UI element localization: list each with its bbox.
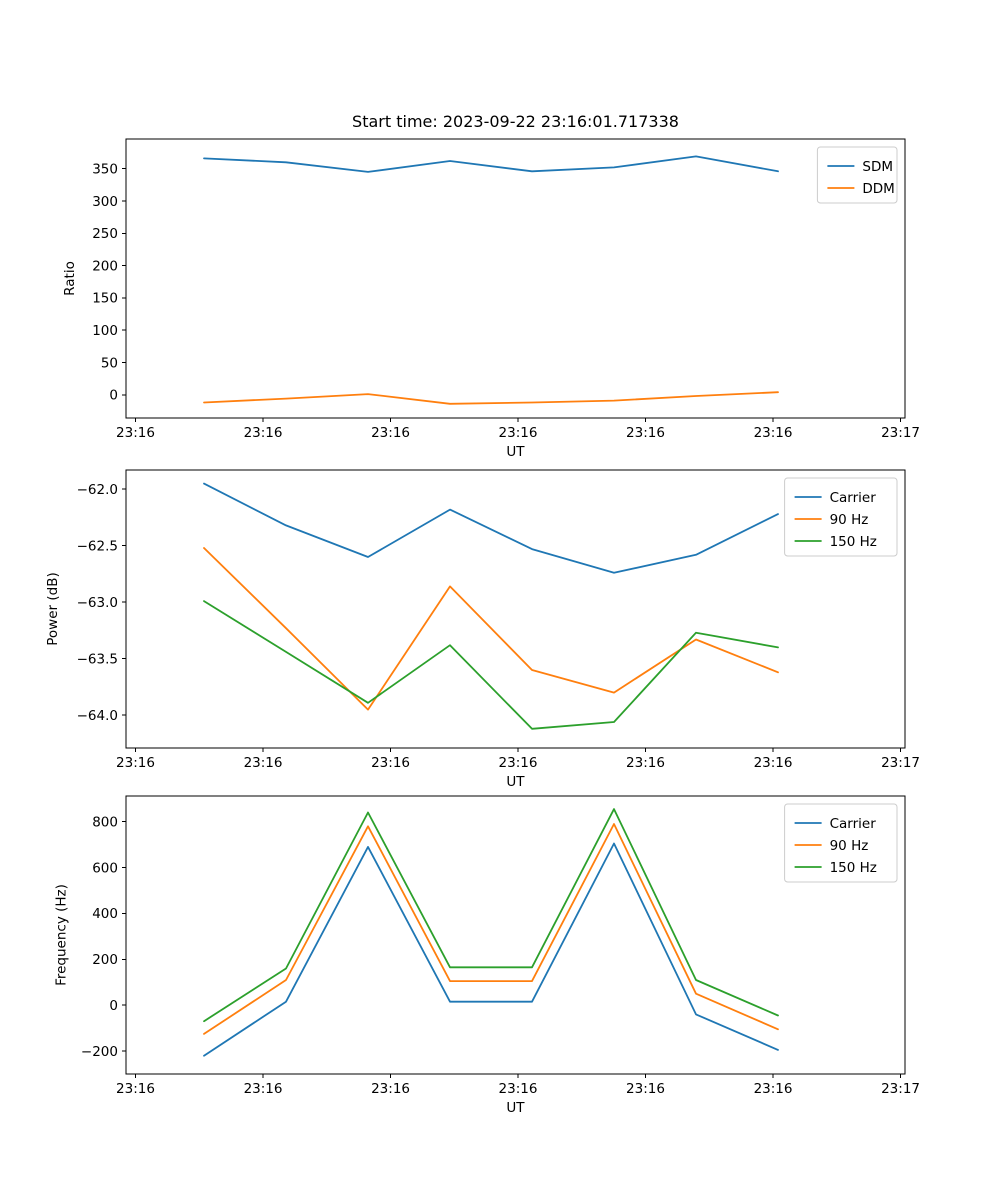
legend-entry-sdm: SDM (827, 159, 893, 175)
y-tick-label: 300 (92, 194, 118, 210)
90-hz-line (203, 547, 779, 711)
y-tick-label: 200 (92, 258, 118, 274)
legend: Carrier 90 Hz 150 Hz (784, 477, 898, 557)
x-tick-label: 23:16 (626, 755, 665, 771)
x-tick-label: 23:16 (244, 1081, 283, 1097)
150-hz-line (203, 808, 779, 1023)
x-tick-label: 23:17 (881, 1081, 920, 1097)
x-tick-label: 23:16 (499, 755, 538, 771)
ratio-plot: 23:16 23:16 23:16 23:16 23:16 23:16 23:17 0 50 10… (62, 138, 920, 460)
x-tick-label: 23:16 (499, 425, 538, 441)
y-tick-label: 400 (92, 906, 118, 922)
y-tick-label: 600 (92, 860, 118, 876)
x-tick-label: 23:17 (881, 425, 920, 441)
plot-border (125, 138, 906, 419)
y-axis: 0 50 100 150 200 250 300 350 (92, 162, 126, 404)
x-axis: 23:16 23:16 23:16 23:16 23:16 23:16 23:17 (116, 748, 920, 771)
legend: Carrier 90 Hz 150 Hz (784, 803, 898, 883)
x-tick-label: 23:16 (116, 425, 155, 441)
y-axis: −62.0 −62.5 −63.0 −63.5 −64.0 (77, 482, 126, 724)
x-tick-label: 23:16 (244, 755, 283, 771)
legend-label: Carrier (830, 816, 877, 832)
legend-entry-ddm: DDM (827, 181, 895, 197)
legend-box (816, 146, 898, 204)
90-hz-line (203, 823, 779, 1035)
y-tick-label: −62.5 (77, 539, 118, 555)
y-tick-label: 0 (109, 998, 118, 1014)
x-tick-label: 23:16 (116, 755, 155, 771)
y-tick-label: −63.0 (77, 595, 118, 611)
150-hz-line (203, 600, 779, 730)
sdm-line (203, 155, 779, 173)
y-tick-label: 0 (109, 388, 118, 404)
legend-label: 150 Hz (830, 534, 877, 550)
legend-entry-90-hz: 90 Hz (794, 512, 869, 528)
ddm-line (203, 391, 779, 405)
plot-border (125, 469, 906, 749)
frequency-plot: 23:16 23:16 23:16 23:16 23:16 23:16 23:17 −200 0… (54, 795, 920, 1116)
legend-entry-carrier: Carrier (794, 490, 877, 506)
y-tick-label: 150 (92, 291, 118, 307)
x-tick-label: 23:16 (754, 425, 793, 441)
legend-label: DDM (862, 181, 894, 197)
y-tick-label: 250 (92, 226, 118, 242)
x-tick-label: 23:16 (371, 425, 410, 441)
y-tick-label: −63.5 (77, 652, 118, 668)
x-tick-label: 23:16 (244, 425, 283, 441)
legend-entry-150-hz: 150 Hz (794, 534, 877, 550)
y-axis-label: Ratio (62, 261, 78, 296)
legend-label: 90 Hz (830, 838, 869, 854)
power-plot: 23:16 23:16 23:16 23:16 23:16 23:16 23:17 −62.0… (45, 469, 920, 790)
y-tick-label: −64.0 (77, 708, 118, 724)
y-tick-label: −62.0 (77, 482, 118, 498)
y-tick-label: 100 (92, 323, 118, 339)
y-tick-label: 350 (92, 162, 118, 178)
x-tick-label: 23:16 (371, 755, 410, 771)
x-tick-label: 23:16 (626, 1081, 665, 1097)
x-axis-label: UT (506, 444, 525, 460)
legend-label: 150 Hz (830, 860, 877, 876)
y-tick-label: 200 (92, 952, 118, 968)
plot-border (125, 795, 906, 1075)
carrier-line (203, 482, 779, 574)
x-axis-label: UT (506, 1100, 525, 1116)
carrier-line (203, 842, 779, 1057)
x-tick-label: 23:16 (754, 1081, 793, 1097)
x-tick-label: 23:16 (626, 425, 665, 441)
x-axis-label: UT (506, 774, 525, 790)
x-axis: 23:16 23:16 23:16 23:16 23:16 23:16 23:17 (116, 418, 920, 441)
y-tick-label: −200 (81, 1044, 118, 1060)
x-tick-label: 23:16 (116, 1081, 155, 1097)
legend-entry-150-hz: 150 Hz (794, 860, 877, 876)
x-tick-label: 23:16 (754, 755, 793, 771)
x-tick-label: 23:16 (499, 1081, 538, 1097)
y-axis-label: Frequency (Hz) (54, 884, 70, 986)
legend-entry-90-hz: 90 Hz (794, 838, 869, 854)
legend: SDM DDM (816, 146, 898, 204)
y-axis: −200 0 200 400 600 800 (81, 814, 126, 1060)
figure-title: Start time: 2023-09-22 23:16:01.717338 (352, 112, 679, 131)
y-axis-label: Power (dB) (45, 572, 61, 645)
legend-label: SDM (862, 159, 893, 175)
y-tick-label: 50 (101, 355, 118, 371)
x-tick-label: 23:16 (371, 1081, 410, 1097)
legend-entry-carrier: Carrier (794, 816, 877, 832)
x-tick-label: 23:17 (881, 755, 920, 771)
x-axis: 23:16 23:16 23:16 23:16 23:16 23:16 23:17 (116, 1074, 920, 1097)
legend-label: Carrier (830, 490, 877, 506)
y-tick-label: 800 (92, 814, 118, 830)
legend-label: 90 Hz (830, 512, 869, 528)
